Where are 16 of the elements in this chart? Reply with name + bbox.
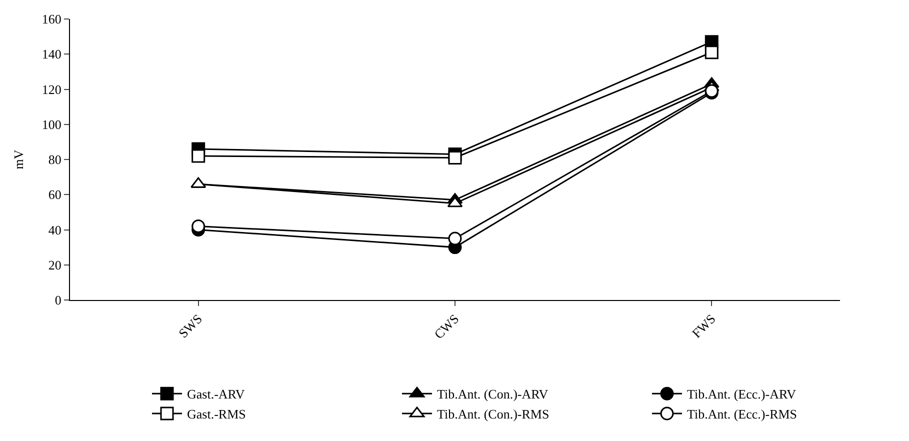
y-tick-label: 160 [42,12,62,27]
y-tick-label: 0 [54,292,62,308]
y-tick-label: 140 [42,46,62,62]
y-tick-label: 120 [42,82,62,97]
legend-label: Tib.Ant. (Con.)-RMS [437,406,550,422]
legend-label: Tib.Ant. (Ecc.)-RMS [687,406,798,422]
y-axis-title: mV [10,149,26,170]
y-tick-label: 80 [48,152,62,168]
y-tick-label: 40 [48,222,62,238]
legend-label: Gast.-RMS [187,406,246,422]
y-tick-label: 100 [42,116,62,132]
y-tick-label: 20 [48,257,62,272]
legend-label: Tib.Ant. (Con.)-ARV [437,386,549,402]
legend-label: Gast.-ARV [187,386,246,402]
legend-label: Tib.Ant. (Ecc.)-ARV [687,386,797,402]
y-tick-label: 60 [48,187,62,202]
